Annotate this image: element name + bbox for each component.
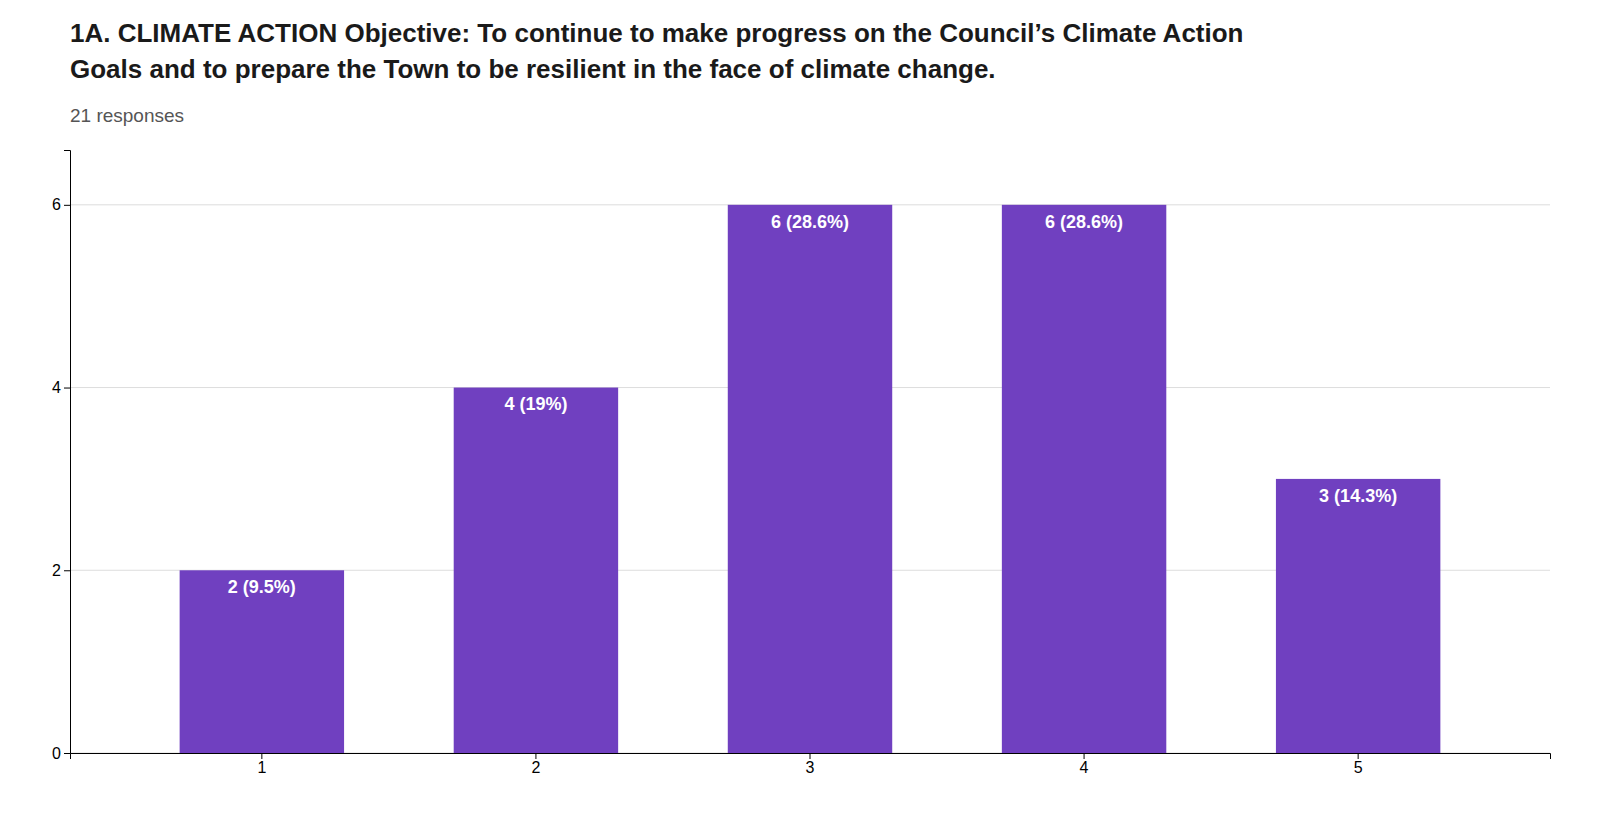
y-tick: 0 — [52, 745, 70, 762]
y-tick-label: 0 — [52, 745, 61, 762]
bar — [454, 388, 618, 753]
data-label: 4 (19%) — [504, 394, 567, 414]
x-tick: 3 — [806, 753, 815, 776]
y-tick-mark — [64, 753, 70, 754]
data-labels: 2 (9.5%) 4 (19%) 6 (28.6%) 6 (28.6%) 3 (14.3… — [228, 212, 1397, 597]
y-tick-mark — [64, 205, 70, 206]
y-tick-label: 2 — [52, 562, 61, 579]
x-tick-mark — [810, 753, 811, 759]
grid — [70, 205, 1550, 753]
x-tick-mark — [535, 753, 536, 759]
y-tick: 2 — [52, 562, 70, 579]
x-axis: 1 2 3 4 5 — [71, 753, 1551, 776]
x-tick: 5 — [1354, 753, 1363, 776]
title: 1A. CLIMATE ACTION Objective: To continu… — [70, 18, 1244, 48]
x-tick: 2 — [531, 753, 540, 776]
x-tick: 1 — [257, 753, 266, 776]
chart: 1A. CLIMATE ACTION Objective: To continu… — [0, 0, 1600, 813]
title: Goals and to prepare the Town to be resi… — [70, 54, 996, 84]
subtitle: 21 responses — [70, 105, 184, 126]
y-tick: 4 — [52, 379, 70, 396]
x-axis-line — [71, 754, 1551, 760]
y-axis-line — [64, 151, 71, 754]
y-tick-mark — [64, 570, 70, 571]
data-label: 6 (28.6%) — [771, 212, 849, 232]
y-tick: 6 — [52, 196, 70, 213]
data-label: 2 (9.5%) — [228, 577, 296, 597]
bar — [180, 570, 344, 753]
x-tick-mark — [1084, 753, 1085, 759]
data-label: 6 (28.6%) — [1045, 212, 1123, 232]
x-tick-label: 5 — [1354, 759, 1363, 776]
y-tick-label: 6 — [52, 196, 61, 213]
bar — [1276, 479, 1440, 753]
x-tick-mark — [261, 753, 262, 759]
y-axis: 0 2 4 6 — [52, 151, 70, 762]
x-tick: 4 — [1080, 753, 1089, 776]
x-tick-mark — [1358, 753, 1359, 759]
bar — [1002, 205, 1166, 753]
y-tick-label: 4 — [52, 379, 61, 396]
x-tick-label: 4 — [1080, 759, 1089, 776]
bar — [728, 205, 892, 753]
y-tick-mark — [64, 388, 70, 389]
data-label: 3 (14.3%) — [1319, 486, 1397, 506]
x-tick-label: 3 — [806, 759, 815, 776]
plot-area — [180, 205, 1441, 753]
x-tick-label: 1 — [257, 759, 266, 776]
x-tick-label: 2 — [531, 759, 540, 776]
